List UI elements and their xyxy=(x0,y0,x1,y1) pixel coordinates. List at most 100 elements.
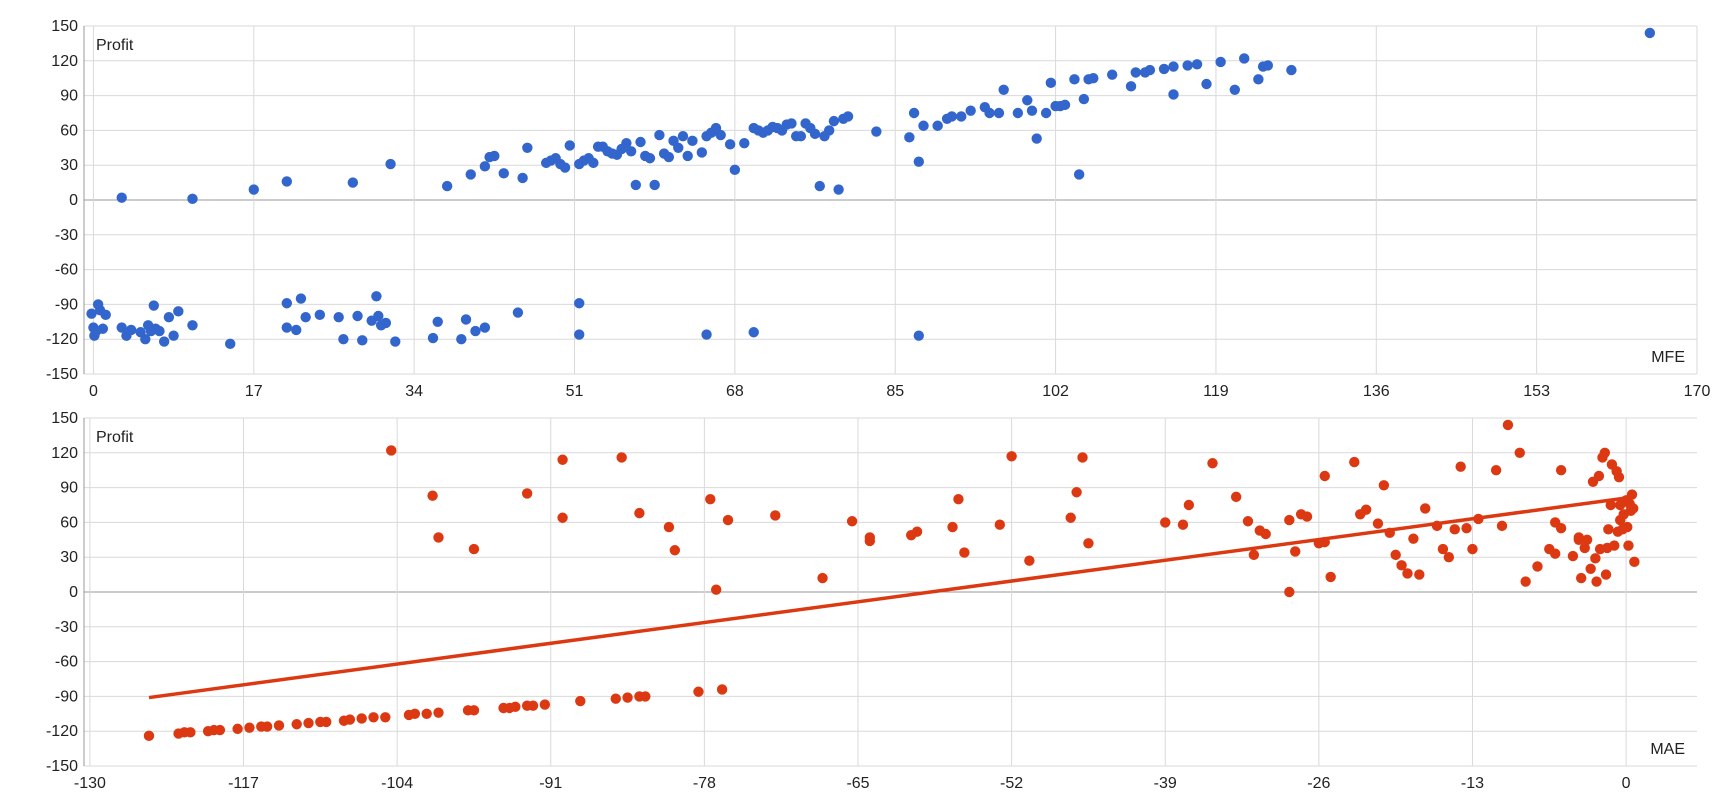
mae-data-point xyxy=(1372,518,1384,529)
mfe-y-tick-label: -30 xyxy=(55,227,78,244)
mfe-x-tick-label: 170 xyxy=(1684,383,1711,400)
mfe-x-tick-label: 0 xyxy=(89,383,98,400)
mfe-data-point xyxy=(574,329,585,340)
mae-data-point xyxy=(1437,543,1449,555)
mae-y-tick-label: -60 xyxy=(55,654,78,671)
mfe-data-point xyxy=(946,111,958,122)
mfe-data-point xyxy=(248,184,259,195)
mae-data-point xyxy=(1396,560,1407,571)
mfe-data-point xyxy=(644,153,656,164)
mfe-data-point xyxy=(913,330,924,341)
mae-data-point xyxy=(1449,524,1460,535)
mae-data-point xyxy=(1177,519,1189,530)
mae-data-point xyxy=(380,712,391,723)
mfe-data-point xyxy=(225,338,236,350)
mae-y-tick-label: -90 xyxy=(55,688,78,705)
mae-data-point xyxy=(911,526,923,537)
mae-data-point xyxy=(273,720,285,731)
mfe-data-point xyxy=(373,310,384,322)
mfe-data-point xyxy=(1229,84,1240,96)
mfe-data-point xyxy=(154,325,165,337)
mfe-y-tick-label: -150 xyxy=(46,366,78,383)
mfe-data-point xyxy=(908,107,920,119)
mae-trendline xyxy=(148,496,1627,700)
mfe-y-tick-label: -60 xyxy=(55,262,78,279)
mfe-y-tick-label: -120 xyxy=(46,331,78,348)
mfe-data-point xyxy=(1059,99,1071,111)
mfe-y-axis-label: Profit xyxy=(96,37,134,54)
mfe-data-point xyxy=(1239,53,1250,64)
mae-data-point xyxy=(468,543,480,555)
mfe-data-point xyxy=(904,132,915,143)
mae-data-point xyxy=(1284,514,1295,526)
mae-data-point xyxy=(1573,534,1585,545)
mfe-data-point xyxy=(338,334,349,345)
mfe-data-point xyxy=(635,136,646,148)
mae-data-point xyxy=(1502,419,1514,431)
mfe-data-point xyxy=(701,329,712,340)
mfe-data-point xyxy=(918,120,929,131)
mfe-data-point xyxy=(1125,81,1137,92)
mfe-data-point xyxy=(479,161,491,172)
mae-data-point xyxy=(722,514,734,526)
mae-data-point xyxy=(1006,451,1017,462)
mfe-data-point xyxy=(100,309,111,321)
mae-data-point xyxy=(669,545,681,556)
mfe-data-point xyxy=(97,323,109,334)
mfe-data-point xyxy=(371,291,382,302)
mfe-data-point xyxy=(871,126,882,137)
mae-x-tick-label: -130 xyxy=(74,775,106,792)
mae-data-point xyxy=(1623,540,1634,551)
mae-y-tick-label: -120 xyxy=(46,723,78,740)
mae-x-tick-label: -39 xyxy=(1154,775,1177,792)
mae-data-point xyxy=(1207,458,1218,469)
mfe-data-point xyxy=(456,334,467,345)
mae-data-point xyxy=(994,519,1006,530)
mfe-data-point xyxy=(187,193,198,205)
mfe-data-point xyxy=(630,179,642,191)
mae-data-point xyxy=(1443,552,1455,563)
mfe-x-tick-label: 136 xyxy=(1363,383,1390,400)
mfe-data-point xyxy=(470,325,481,337)
mae-data-point xyxy=(1402,568,1413,579)
mfe-data-point xyxy=(564,140,575,151)
mae-data-point xyxy=(1461,523,1472,534)
mae-data-point xyxy=(947,521,958,533)
mae-data-point xyxy=(214,724,226,736)
mfe-data-point xyxy=(984,107,995,119)
mae-data-point xyxy=(1575,572,1587,584)
mfe-data-point xyxy=(489,150,500,162)
mfe-data-point xyxy=(1644,27,1656,39)
mfe-x-tick-label: 153 xyxy=(1523,383,1550,400)
mfe-data-point xyxy=(673,142,684,153)
mae-x-axis-label: MAE xyxy=(1650,741,1685,758)
mae-x-tick-label: 0 xyxy=(1622,775,1631,792)
mfe-data-point xyxy=(1130,67,1141,78)
mfe-data-point xyxy=(729,164,741,176)
mfe-data-point xyxy=(140,334,151,345)
mae-data-point xyxy=(291,719,302,730)
mfe-data-point xyxy=(687,135,698,147)
mfe-data-point xyxy=(682,150,693,162)
mae-data-point xyxy=(1024,555,1035,566)
mae-y-tick-label: 0 xyxy=(69,584,78,601)
mfe-data-point xyxy=(333,311,344,323)
mae-x-tick-label: -91 xyxy=(539,775,562,792)
mae-data-point xyxy=(1599,447,1611,458)
mfe-data-point xyxy=(842,111,854,122)
mfe-y-tick-label: 150 xyxy=(51,18,78,35)
mfe-data-point xyxy=(158,336,170,347)
mfe-data-point xyxy=(441,180,453,192)
mfe-data-point xyxy=(163,311,175,323)
mfe-data-point xyxy=(739,137,750,149)
mfe-data-point xyxy=(1262,60,1274,71)
mfe-data-point xyxy=(993,107,1005,119)
mae-data-point xyxy=(1603,524,1614,535)
mae-data-point xyxy=(527,700,539,711)
mfe-data-point xyxy=(1045,77,1057,89)
mfe-data-point xyxy=(574,298,585,309)
mfe-data-point xyxy=(1022,95,1033,106)
mfe-data-point xyxy=(621,137,632,149)
